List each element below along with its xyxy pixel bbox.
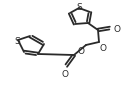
Text: O: O <box>61 69 68 78</box>
Text: O: O <box>100 44 107 53</box>
Text: O: O <box>113 24 120 33</box>
Text: S: S <box>14 36 20 45</box>
Text: O: O <box>78 47 85 56</box>
Text: S: S <box>76 3 82 12</box>
